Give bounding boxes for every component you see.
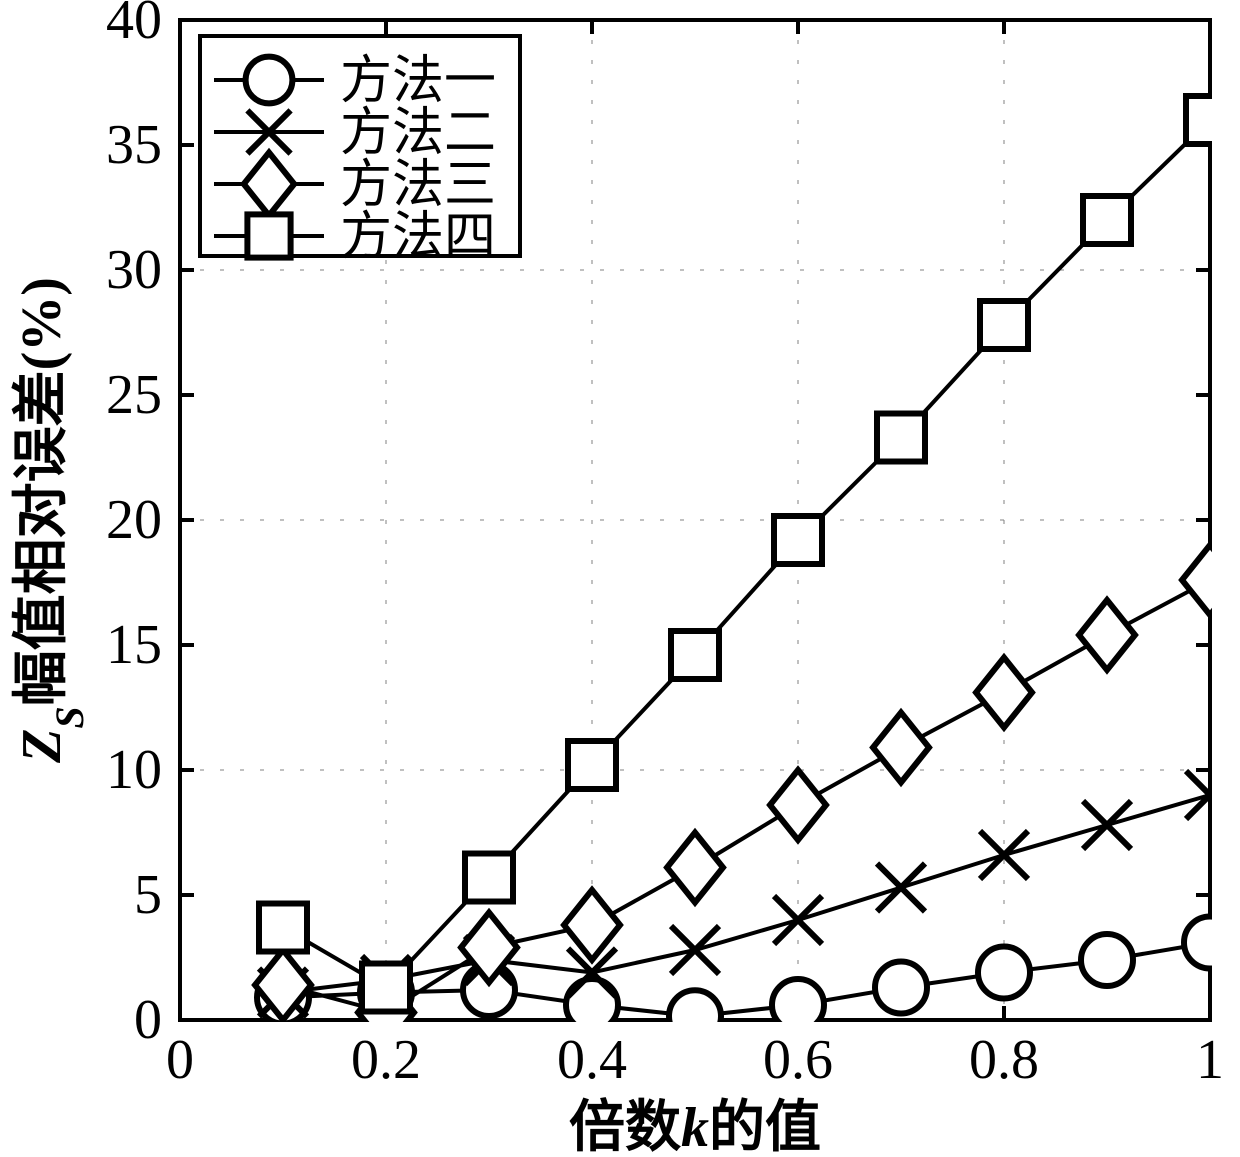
- y-axis-title: ZS幅值相对误差(%): [11, 277, 92, 764]
- y-tick-label: 5: [134, 864, 162, 926]
- legend-label: 方法四: [340, 209, 496, 266]
- x-tick-label: 0.6: [763, 1029, 833, 1091]
- y-tick-label: 35: [106, 114, 162, 176]
- legend: 方法一方法二方法三方法四: [200, 36, 520, 266]
- y-tick-label: 25: [106, 364, 162, 426]
- y-tick-label: 20: [106, 489, 162, 551]
- legend-label: 方法一: [340, 53, 496, 110]
- line-chart: 00.20.40.60.810510152025303540倍数k的值ZS幅值相…: [0, 0, 1240, 1157]
- x-tick-label: 0: [166, 1029, 194, 1091]
- y-tick-label: 30: [106, 239, 162, 301]
- x-tick-label: 1: [1196, 1029, 1224, 1091]
- x-axis-title: 倍数k的值: [569, 1097, 821, 1157]
- x-tick-label: 0.4: [557, 1029, 627, 1091]
- y-tick-label: 10: [106, 739, 162, 801]
- legend-label: 方法二: [340, 105, 496, 162]
- legend-label: 方法三: [340, 157, 496, 214]
- chart-container: 00.20.40.60.810510152025303540倍数k的值ZS幅值相…: [0, 0, 1240, 1157]
- y-tick-label: 40: [106, 0, 162, 51]
- x-tick-label: 0.2: [351, 1029, 421, 1091]
- x-tick-label: 0.8: [969, 1029, 1039, 1091]
- y-tick-label: 0: [134, 989, 162, 1051]
- y-tick-label: 15: [106, 614, 162, 676]
